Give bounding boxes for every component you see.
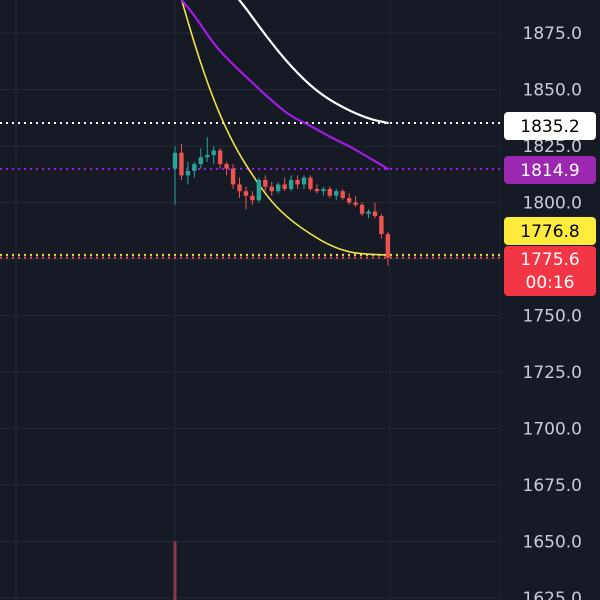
candle-body [379, 216, 384, 235]
badge-red-bg [504, 246, 596, 296]
candle-body [340, 191, 345, 198]
badge-yellow: 1776.8 [504, 217, 596, 245]
candle-body [366, 211, 371, 214]
candle-body [269, 186, 274, 192]
y-tick-label: 1875.0 [523, 24, 582, 44]
badge-red-price: 1775.6 [520, 250, 579, 270]
moving-average-line [180, 0, 389, 256]
badge-white-label: 1835.2 [520, 117, 579, 137]
y-tick-label: 1650.0 [523, 533, 582, 553]
y-tick-label: 1825.0 [523, 137, 582, 157]
candle-body [372, 211, 378, 217]
badge-yellow-label: 1776.8 [520, 222, 579, 242]
y-tick-label: 1625.0 [523, 589, 582, 600]
price-badges: 1835.2 1814.9 1776.8 1775.6 00:16 [504, 112, 596, 296]
candle-body [224, 164, 229, 169]
candle-body [185, 170, 191, 176]
candle-body [353, 202, 358, 205]
badge-white: 1835.2 [504, 112, 596, 140]
badge-red: 1775.6 00:16 [504, 246, 596, 296]
candle-body [334, 191, 339, 196]
candle-body [256, 179, 262, 201]
candle-body [288, 179, 294, 189]
badge-purple-bg [504, 156, 596, 184]
candle-body [205, 155, 210, 158]
y-tick-label: 1700.0 [523, 420, 582, 440]
candle-body [263, 179, 268, 187]
y-tick-label: 1750.0 [523, 307, 582, 327]
candle-body [282, 184, 287, 189]
price-axis[interactable]: 1875.0 1850.0 1825.0 1800.0 1750.0 1725.0 1700… [523, 24, 582, 600]
moving-averages [180, 0, 389, 256]
candle-body [179, 152, 184, 176]
price-lines [0, 121, 500, 259]
candle-body [237, 184, 242, 192]
y-tick-label: 1725.0 [523, 363, 582, 383]
volume-bar [173, 541, 177, 600]
badge-purple: 1814.9 [504, 156, 596, 184]
y-tick-label: 1850.0 [523, 81, 582, 101]
badge-yellow-bg [504, 217, 596, 245]
candles [172, 136, 391, 266]
candle-body [321, 188, 326, 192]
badge-purple-label: 1814.9 [520, 161, 579, 181]
candle-body [359, 204, 365, 214]
candle-body [230, 168, 236, 185]
y-tick-label: 1675.0 [523, 476, 582, 496]
candle-body [308, 177, 313, 189]
candle-body [295, 179, 300, 185]
candle-body [217, 150, 223, 165]
candle-body [243, 191, 249, 196]
candle-body [198, 157, 203, 165]
candle-body [276, 184, 281, 192]
candle-body [301, 177, 307, 185]
candle-body [172, 152, 178, 169]
candle-body [211, 150, 216, 156]
badge-white-bg [504, 112, 596, 140]
candle-body [385, 234, 391, 258]
candle-body [314, 188, 320, 192]
moving-average-line [180, 0, 389, 170]
volume-bars [173, 541, 177, 600]
candle-body [327, 188, 332, 196]
y-tick-label: 1800.0 [523, 194, 582, 214]
candle-body [250, 195, 255, 201]
candle-body [346, 197, 352, 203]
grid [0, 0, 501, 600]
candle-body [192, 164, 197, 171]
badge-red-countdown: 00:16 [526, 273, 575, 293]
moving-average-line [237, 0, 389, 125]
